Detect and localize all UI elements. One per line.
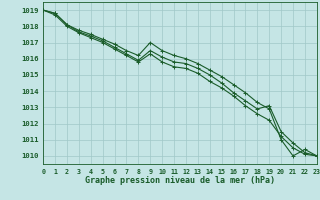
X-axis label: Graphe pression niveau de la mer (hPa): Graphe pression niveau de la mer (hPa) [85, 176, 275, 185]
